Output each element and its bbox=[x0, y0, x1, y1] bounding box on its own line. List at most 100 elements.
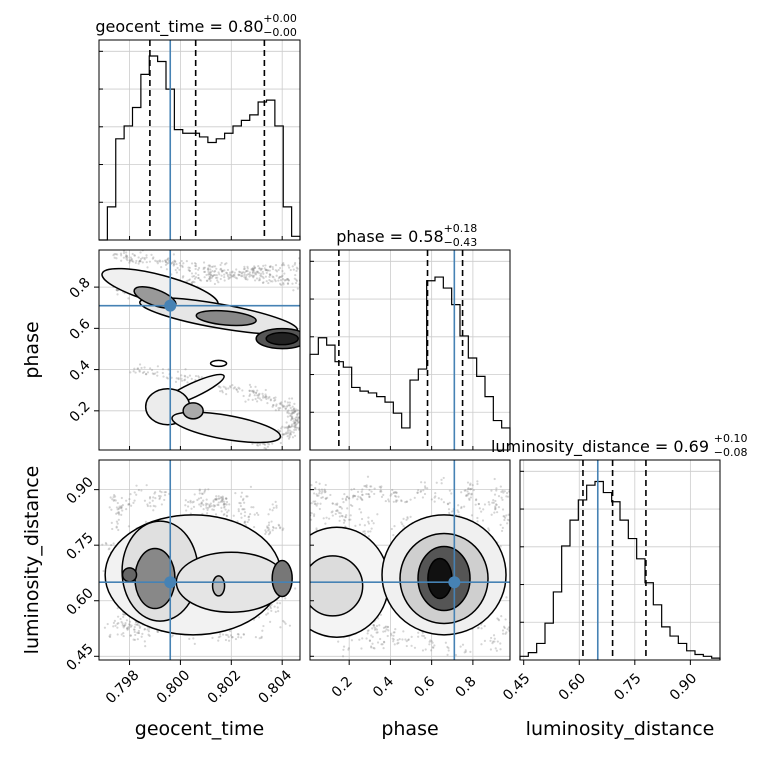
sample-point bbox=[129, 256, 132, 259]
sample-point bbox=[166, 262, 169, 265]
axes-frame bbox=[98, 249, 301, 451]
sample-point bbox=[476, 516, 479, 520]
sample-point bbox=[238, 387, 241, 390]
sample-point bbox=[138, 259, 141, 262]
sample-point bbox=[229, 274, 232, 277]
axes-frame bbox=[309, 459, 511, 661]
truth-marker bbox=[448, 576, 461, 589]
sample-point bbox=[328, 284, 330, 286]
sample-point bbox=[208, 504, 211, 508]
sample-point bbox=[310, 281, 312, 283]
sample-point bbox=[193, 281, 196, 284]
sample-point bbox=[308, 287, 310, 289]
sample-point bbox=[271, 503, 274, 506]
sample-point bbox=[244, 277, 247, 280]
sample-point bbox=[361, 488, 364, 491]
sample-point bbox=[213, 270, 216, 273]
sample-point bbox=[187, 500, 190, 504]
sample-point bbox=[235, 388, 238, 391]
sample-point bbox=[209, 271, 212, 274]
sample-point bbox=[250, 506, 253, 509]
sample-point bbox=[283, 621, 286, 624]
sample-point bbox=[136, 367, 140, 370]
sample-point bbox=[308, 283, 310, 285]
sample-point bbox=[115, 526, 118, 529]
sample-point bbox=[282, 283, 285, 286]
sample-point bbox=[459, 645, 462, 648]
sample-point bbox=[285, 432, 288, 435]
sample-point bbox=[209, 277, 212, 280]
sample-point bbox=[378, 485, 381, 488]
sample-point bbox=[430, 640, 433, 643]
sample-point bbox=[336, 502, 339, 505]
sample-point bbox=[466, 481, 470, 484]
sample-point bbox=[273, 278, 276, 281]
sample-point bbox=[122, 256, 125, 259]
sample-point bbox=[145, 254, 148, 257]
sample-point bbox=[492, 634, 496, 637]
sample-point bbox=[245, 269, 248, 273]
sample-point bbox=[238, 273, 241, 277]
sample-point bbox=[173, 260, 176, 263]
sample-point bbox=[241, 499, 245, 502]
sample-point bbox=[240, 271, 243, 274]
sample-point bbox=[265, 395, 268, 398]
sample-point bbox=[116, 511, 119, 515]
sample-point bbox=[207, 270, 210, 273]
sample-point bbox=[255, 511, 259, 515]
sample-point bbox=[247, 518, 250, 521]
sample-point bbox=[356, 292, 358, 294]
sample-point bbox=[202, 508, 205, 511]
sample-point bbox=[144, 520, 148, 523]
sample-point bbox=[214, 274, 217, 277]
sample-point bbox=[208, 273, 211, 276]
sample-point bbox=[240, 516, 243, 519]
sample-point bbox=[292, 422, 295, 425]
contour bbox=[271, 559, 293, 598]
sample-point bbox=[139, 260, 142, 263]
sample-point bbox=[409, 515, 412, 518]
sample-point bbox=[248, 394, 251, 398]
sample-point bbox=[141, 632, 144, 635]
sample-point bbox=[143, 628, 146, 631]
sample-point bbox=[335, 509, 338, 513]
sample-point bbox=[287, 404, 291, 407]
sample-point bbox=[488, 529, 491, 532]
sample-point bbox=[338, 511, 341, 514]
sample-point bbox=[260, 636, 263, 639]
sample-point bbox=[293, 426, 297, 429]
sample-point bbox=[203, 276, 206, 279]
sample-point bbox=[446, 503, 450, 506]
sample-point bbox=[288, 397, 291, 400]
sample-point bbox=[281, 433, 284, 436]
sample-point bbox=[501, 489, 504, 492]
sample-point bbox=[340, 514, 343, 517]
sample-point bbox=[329, 493, 332, 497]
sample-point bbox=[362, 530, 365, 533]
sample-point bbox=[477, 502, 480, 506]
sample-point bbox=[261, 270, 264, 273]
sample-point bbox=[231, 270, 234, 273]
sample-point bbox=[223, 269, 226, 272]
sample-point bbox=[112, 493, 116, 497]
hist-panel-geocent_time: geocent_time = 0.80 +0.00−0.00 bbox=[95, 12, 301, 241]
sample-point bbox=[125, 508, 128, 511]
sample-point bbox=[156, 374, 159, 377]
sample-point bbox=[367, 295, 369, 297]
sample-point bbox=[273, 605, 276, 608]
sample-point bbox=[494, 499, 497, 503]
sample-point bbox=[269, 530, 272, 533]
sample-point bbox=[421, 649, 425, 652]
sample-point bbox=[282, 262, 285, 265]
sample-point bbox=[420, 481, 423, 484]
sample-point bbox=[130, 624, 133, 627]
sample-point bbox=[359, 511, 363, 514]
sample-point bbox=[233, 273, 236, 277]
sample-point bbox=[323, 488, 326, 491]
sample-point bbox=[265, 268, 268, 271]
sample-point bbox=[284, 407, 287, 410]
sample-point bbox=[256, 271, 259, 274]
sample-point bbox=[379, 489, 382, 492]
sample-point bbox=[291, 411, 294, 414]
sample-point bbox=[222, 385, 225, 388]
